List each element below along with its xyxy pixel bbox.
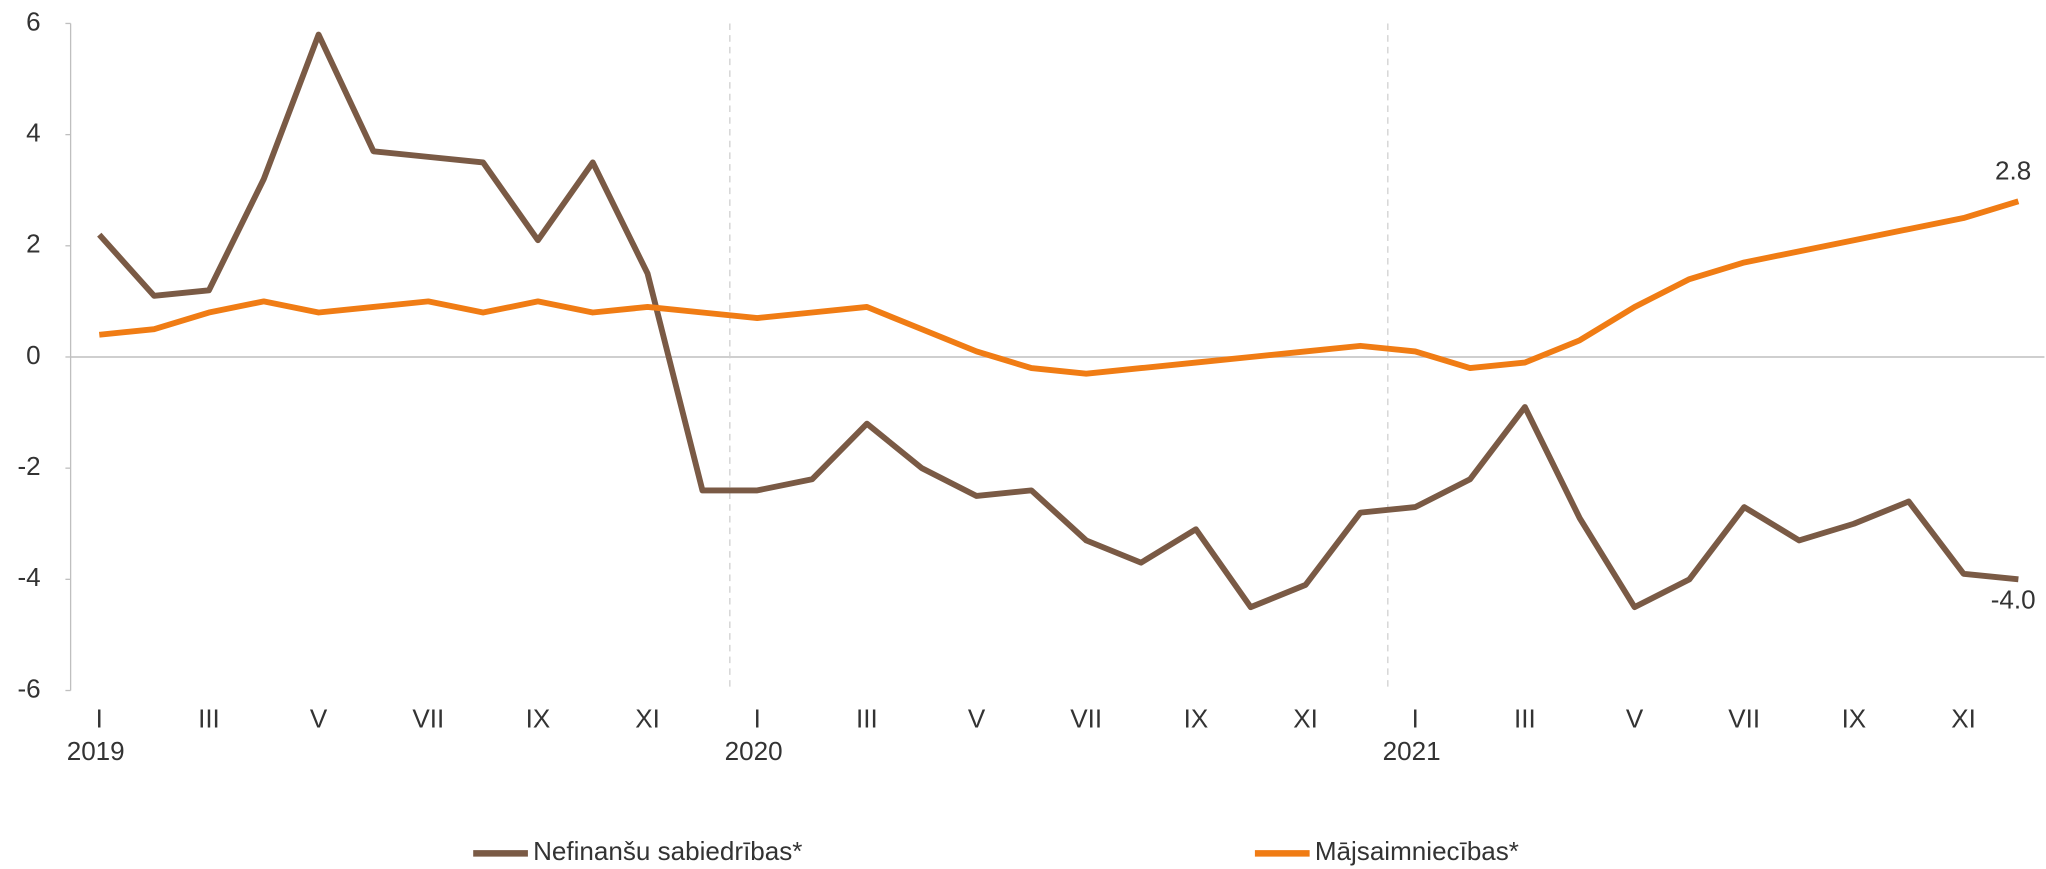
- legend-label: Nefinanšu sabiedrības*: [533, 836, 802, 866]
- year-label: 2019: [67, 736, 125, 766]
- x-tick-label: VII: [412, 703, 444, 733]
- x-tick-label: XI: [1951, 703, 1976, 733]
- x-tick-label: V: [1626, 703, 1644, 733]
- x-tick-label: III: [198, 703, 220, 733]
- y-tick-label: -2: [17, 451, 40, 481]
- year-label: 2020: [725, 736, 783, 766]
- y-tick-label: -6: [17, 673, 40, 703]
- x-tick-label: XI: [635, 703, 660, 733]
- series-line: [97, 31, 2019, 611]
- x-tick-label: XI: [1293, 703, 1318, 733]
- x-tick-label: IX: [526, 703, 551, 733]
- x-tick-label: III: [1514, 703, 1536, 733]
- y-tick-label: 6: [26, 6, 40, 36]
- series-line: [98, 198, 2020, 377]
- x-tick-label: III: [856, 703, 878, 733]
- x-tick-label: VII: [1070, 703, 1102, 733]
- x-tick-label: VII: [1728, 703, 1760, 733]
- x-tick-label: I: [1412, 703, 1419, 733]
- y-tick-label: -4: [17, 562, 40, 592]
- data-label: 2.8: [1995, 156, 2031, 186]
- y-tick-label: 4: [26, 118, 40, 148]
- legend-label: Mājsaimniecības*: [1315, 836, 1519, 866]
- y-tick-label: 2: [26, 229, 40, 259]
- x-tick-label: I: [754, 703, 761, 733]
- x-tick-label: V: [310, 703, 328, 733]
- x-tick-label: IX: [1184, 703, 1209, 733]
- x-tick-label: I: [96, 703, 103, 733]
- year-label: 2021: [1383, 736, 1441, 766]
- data-label: -4.0: [1991, 584, 2036, 614]
- x-tick-label: IX: [1842, 703, 1867, 733]
- x-tick-label: V: [968, 703, 986, 733]
- y-tick-label: 0: [26, 340, 40, 370]
